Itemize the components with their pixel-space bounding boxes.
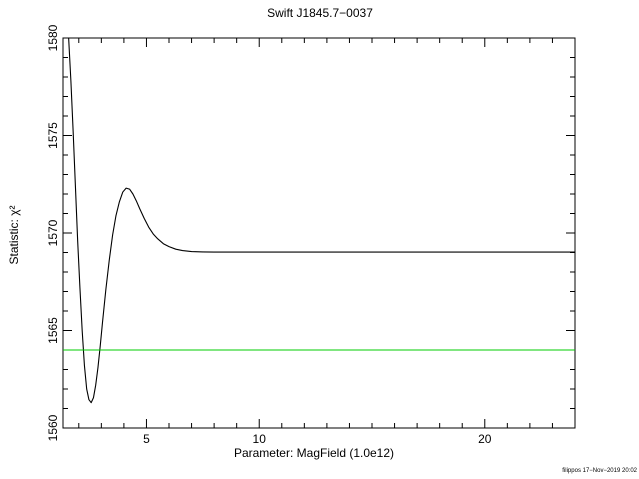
y-tick-label: 1580	[46, 24, 60, 51]
y-tick-label: 1570	[46, 219, 60, 246]
chi-square-curve	[68, 38, 575, 404]
x-tick-label: 20	[478, 432, 492, 446]
y-tick-label: 1565	[46, 317, 60, 344]
x-tick-label: 10	[253, 432, 267, 446]
y-axis-label: Statistic: χ²	[7, 206, 21, 265]
chart-title: Swift J1845.7−0037	[267, 6, 373, 20]
y-tick-label: 1560	[46, 414, 60, 441]
y-tick-label: 1575	[46, 122, 60, 149]
axis-ticks	[63, 37, 576, 429]
plot-border	[62, 37, 576, 429]
x-tick-label: 5	[143, 432, 150, 446]
x-axis-label: Parameter: MagField (1.0e12)	[234, 446, 394, 460]
tick-labels: 5 10 20 1560 1565 1570 1575 1580	[46, 24, 492, 446]
plot-frame	[62, 37, 576, 429]
series-lines	[63, 38, 575, 404]
footer-annotation: filippos 17−Nov−2019 20:02	[562, 468, 637, 474]
